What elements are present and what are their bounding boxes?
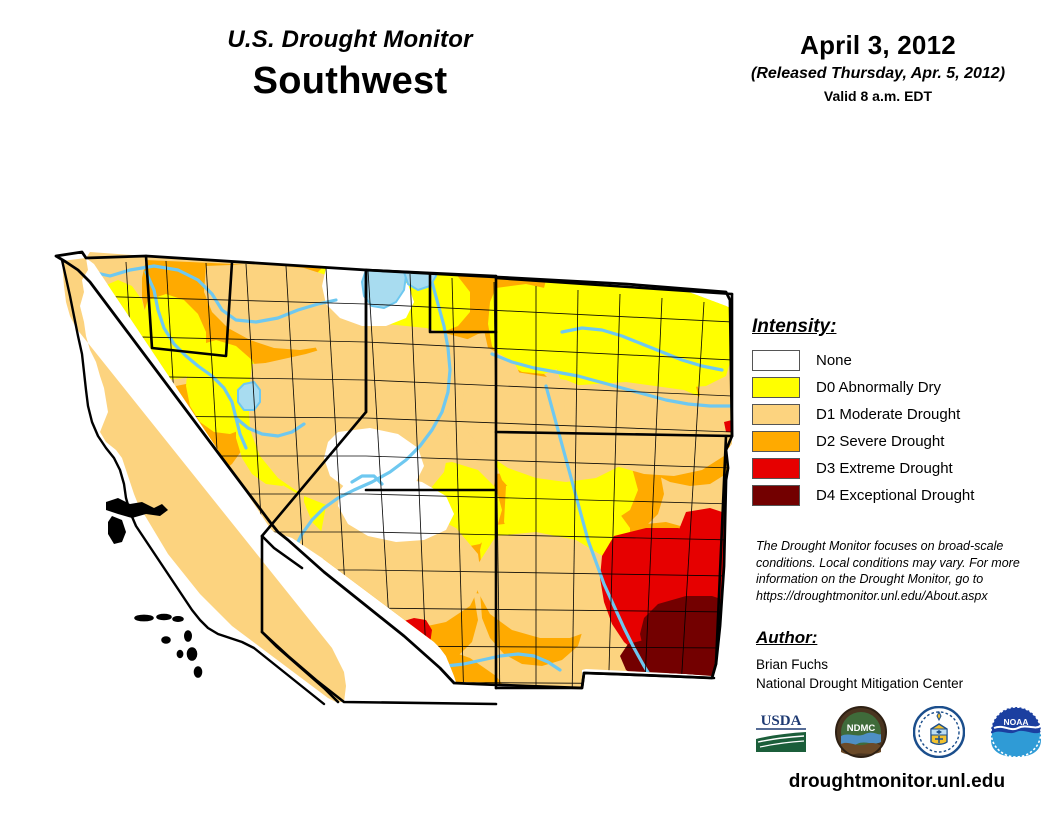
legend-label-d4: D4 Exceptional Drought bbox=[816, 487, 975, 504]
legend-label-d3: D3 Extreme Drought bbox=[816, 460, 953, 477]
ndmc-logo-text: NDMC bbox=[847, 723, 876, 734]
unl-seal-logo[interactable] bbox=[912, 705, 965, 763]
header-left-title-block: U.S. Drought Monitor Southwest bbox=[0, 26, 700, 103]
ndmc-logo[interactable]: NDMC bbox=[835, 705, 888, 763]
release-date: (Released Thursday, Apr. 5, 2012) bbox=[750, 65, 1006, 82]
legend-swatch-none bbox=[752, 350, 800, 371]
author-affiliation: National Drought Mitigation Center bbox=[756, 676, 964, 692]
map-layer-water bbox=[86, 257, 732, 688]
disclaimer-text: The Drought Monitor focuses on broad-sca… bbox=[756, 539, 1020, 603]
author-heading: Author: bbox=[756, 628, 818, 647]
legend-item-d1[interactable]: D1 Moderate Drought bbox=[752, 401, 1042, 428]
map-state-borders bbox=[54, 250, 734, 706]
map-date: April 3, 2012 bbox=[800, 30, 956, 60]
legend-swatch-d0 bbox=[752, 377, 800, 398]
drought-map[interactable] bbox=[26, 236, 736, 706]
author-name: Brian Fuchs bbox=[756, 657, 829, 672]
valid-time: Valid 8 a.m. EDT bbox=[823, 88, 933, 104]
legend-swatch-d3 bbox=[752, 458, 800, 479]
legend-swatch-d1 bbox=[752, 404, 800, 425]
page-title-region: Southwest bbox=[252, 60, 448, 102]
legend-item-d0[interactable]: D0 Abnormally Dry bbox=[752, 374, 1042, 401]
legend: Intensity: None D0 Abnormally Dry D1 Mod… bbox=[752, 316, 1042, 509]
legend-item-d2[interactable]: D2 Severe Drought bbox=[752, 428, 1042, 455]
legend-swatch-d2 bbox=[752, 431, 800, 452]
legend-item-d3[interactable]: D3 Extreme Drought bbox=[752, 455, 1042, 482]
author-block: Author: Brian Fuchs National Drought Mit… bbox=[756, 628, 1036, 693]
usda-logo[interactable]: USDA bbox=[752, 707, 810, 761]
legend-swatch-d4 bbox=[752, 485, 800, 506]
legend-label-d2: D2 Severe Drought bbox=[816, 433, 945, 450]
page-title-monitor: U.S. Drought Monitor bbox=[227, 26, 473, 53]
legend-label-none: None bbox=[816, 352, 852, 369]
state-area-california bbox=[62, 258, 346, 702]
noaa-logo-text: NOAA bbox=[1003, 717, 1028, 727]
legend-label-d1: D1 Moderate Drought bbox=[816, 406, 961, 423]
agency-logo-bar: USDA NDMC bbox=[752, 704, 1042, 764]
noaa-logo[interactable]: NOAA bbox=[990, 705, 1042, 763]
legend-item-d4[interactable]: D4 Exceptional Drought bbox=[752, 482, 1042, 509]
region-outline bbox=[54, 250, 734, 690]
legend-label-d0: D0 Abnormally Dry bbox=[816, 379, 942, 396]
svg-text:USDA: USDA bbox=[761, 713, 802, 729]
legend-item-none[interactable]: None bbox=[752, 347, 1042, 374]
drought-map-svg[interactable] bbox=[26, 236, 736, 706]
footer-website-url[interactable]: droughtmonitor.unl.edu bbox=[788, 771, 1006, 792]
header-right-date-block: April 3, 2012 (Released Thursday, Apr. 5… bbox=[700, 30, 1056, 104]
california-coastline bbox=[60, 258, 326, 706]
legend-title: Intensity: bbox=[752, 316, 837, 337]
